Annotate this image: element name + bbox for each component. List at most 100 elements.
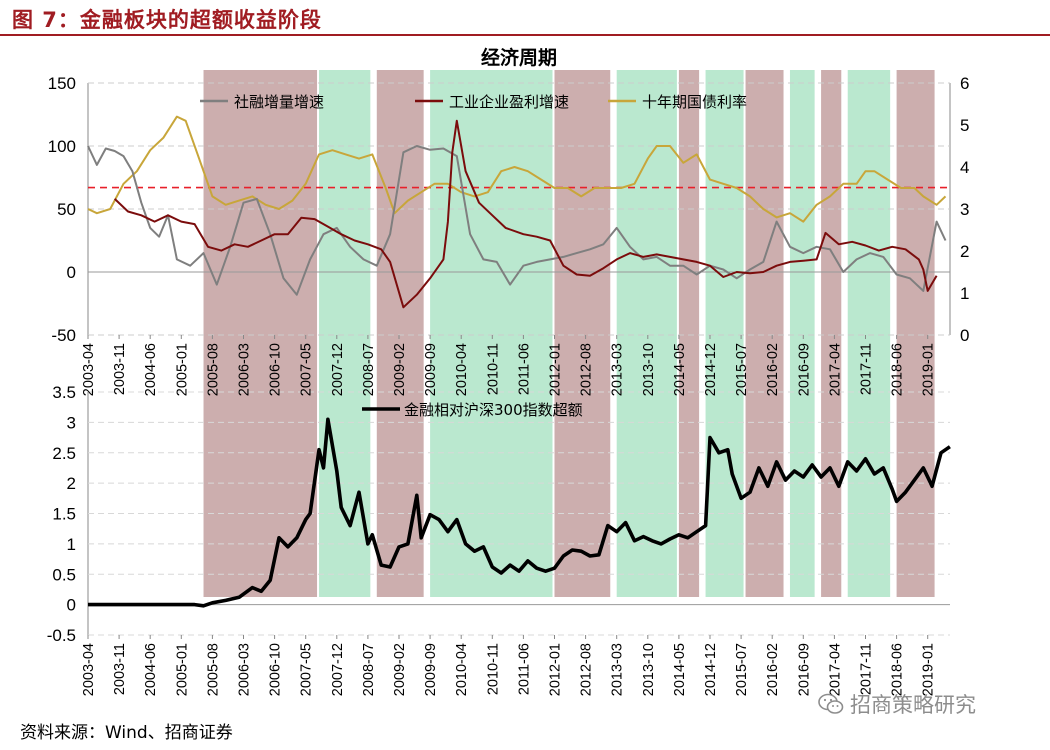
top-x-tick-label: 2019-01: [921, 343, 937, 396]
title-divider: [0, 34, 1050, 36]
bottom-x-tick-label: 2014-05: [672, 643, 688, 696]
bottom-x-tick-label: 2006-03: [237, 643, 253, 696]
top-x-tick-label: 2016-09: [796, 343, 812, 396]
top-x-tick-label: 2011-06: [516, 343, 532, 395]
source-note: 资料来源：Wind、招商证券: [20, 723, 233, 743]
bottom-x-tick-label: 2012-08: [579, 643, 595, 696]
bottom-x-tick-label: 2004-06: [143, 643, 159, 696]
bottom-x-tick-label: 2007-05: [299, 643, 315, 696]
bottom-x-tick-label: 2015-07: [734, 643, 750, 696]
bottom-y-tick-label: 0: [67, 596, 76, 615]
shaded-period-3: [430, 70, 553, 597]
bottom-x-tick-label: 2010-11: [485, 643, 501, 695]
legend-label-2: 十年期国债利率: [642, 93, 747, 111]
bottom-x-tick-label: 2009-02: [392, 643, 408, 696]
bottom-y-tick-label: 2.5: [52, 444, 76, 463]
top-x-tick-label: 2010-11: [485, 343, 501, 395]
top-x-tick-label: 2013-03: [610, 343, 626, 396]
top-left-tick-label: 100: [48, 137, 76, 156]
bottom-x-tick-label: 2005-01: [174, 643, 190, 696]
bottom-x-tick-label: 2005-08: [205, 643, 221, 696]
shaded-period-10: [821, 70, 842, 597]
wechat-icon: [818, 693, 844, 714]
legend-label-1: 工业企业盈利增速: [449, 93, 569, 111]
top-x-tick-label: 2005-01: [174, 343, 190, 396]
bottom-legend-label: 金融相对沪深300指数超额: [404, 401, 583, 419]
top-x-tick-label: 2003-04: [81, 343, 97, 396]
shaded-period-0: [203, 70, 318, 597]
top-x-tick-label: 2009-09: [423, 343, 439, 396]
top-x-tick-label: 2006-03: [237, 343, 253, 396]
shaded-period-9: [789, 70, 815, 597]
bottom-x-tick-label: 2017-04: [827, 643, 843, 696]
top-x-tick-label: 2017-04: [827, 343, 843, 396]
bottom-x-tick-label: 2014-12: [703, 643, 719, 696]
top-right-tick-label: 2: [960, 242, 969, 261]
shaded-period-7: [705, 70, 744, 597]
series-line-financial-excess: [88, 417, 951, 608]
bottom-y-tick-label: -0.5: [47, 626, 76, 645]
bottom-x-tick-label: 2010-04: [454, 643, 470, 696]
top-x-tick-label: 2013-10: [641, 343, 657, 396]
bottom-y-tick-label: 2: [67, 474, 76, 493]
top-right-tick-label: 3: [960, 200, 969, 219]
bottom-y-tick-label: 3: [67, 413, 76, 432]
bottom-x-tick-label: 2013-03: [610, 643, 626, 696]
bottom-x-tick-label: 2016-09: [796, 643, 812, 696]
bottom-y-tick-label: 1: [67, 535, 76, 554]
bottom-x-tick-label: 2003-11: [112, 643, 128, 695]
top-right-tick-label: 4: [960, 158, 969, 177]
chart-title: 经济周期: [481, 46, 557, 69]
bottom-y-tick-label: 1.5: [52, 505, 76, 524]
shaded-period-12: [896, 70, 935, 597]
shaded-period-5: [616, 70, 677, 597]
top-x-tick-label: 2007-12: [330, 343, 346, 396]
series-line-bond-yield: [87, 115, 947, 223]
top-x-tick-label: 2008-07: [361, 343, 377, 396]
series-line-social-financing: [87, 145, 947, 296]
top-x-tick-label: 2014-05: [672, 343, 688, 396]
bottom-y-tick-label: 0.5: [52, 565, 76, 584]
top-x-tick-label: 2018-06: [890, 343, 906, 396]
top-x-tick-label: 2014-12: [703, 343, 719, 396]
shaded-period-8: [745, 70, 784, 597]
bottom-x-tick-label: 2017-11: [859, 643, 875, 695]
watermark: 招商策略研究: [818, 689, 976, 719]
legend-label-0: 社融增量增速: [234, 93, 324, 111]
bottom-y-tick-label: 3.5: [52, 383, 76, 402]
bottom-x-tick-label: 2016-02: [765, 643, 781, 696]
top-x-tick-label: 2016-02: [765, 343, 781, 396]
bottom-x-tick-label: 2006-10: [268, 643, 284, 696]
top-left-tick-label: 0: [67, 263, 76, 282]
top-x-tick-label: 2009-02: [392, 343, 408, 396]
bottom-x-tick-label: 2008-07: [361, 643, 377, 696]
watermark-text: 招商策略研究: [850, 693, 976, 717]
top-right-tick-label: 1: [960, 284, 969, 303]
figure-title: 图 7：金融板块的超额收益阶段: [12, 8, 322, 32]
top-x-tick-label: 2012-08: [579, 343, 595, 396]
shaded-period-4: [554, 70, 611, 597]
bottom-x-tick-label: 2013-10: [641, 643, 657, 696]
top-x-tick-label: 2004-06: [143, 343, 159, 396]
top-left-tick-label: 50: [57, 200, 76, 219]
shaded-period-2: [376, 70, 424, 597]
bottom-x-tick-label: 2009-09: [423, 643, 439, 696]
shaded-period-6: [678, 70, 700, 597]
shaded-period-11: [847, 70, 891, 597]
top-right-tick-label: 5: [960, 116, 969, 135]
series-line-industrial-profit: [114, 119, 938, 309]
top-x-tick-label: 2006-10: [268, 343, 284, 396]
top-right-tick-label: 6: [960, 74, 969, 93]
bottom-x-tick-label: 2019-01: [921, 643, 937, 696]
bottom-x-tick-label: 2012-01: [548, 643, 564, 696]
top-x-tick-label: 2007-05: [299, 343, 315, 396]
bottom-x-tick-label: 2007-12: [330, 643, 346, 696]
bottom-x-tick-label: 2018-06: [890, 643, 906, 696]
bottom-x-tick-label: 2003-04: [81, 643, 97, 696]
top-x-tick-label: 2015-07: [734, 343, 750, 396]
top-x-tick-label: 2012-01: [548, 343, 564, 396]
top-left-tick-label: 150: [48, 74, 76, 93]
top-x-tick-label: 2017-11: [859, 343, 875, 395]
top-right-tick-label: 0: [960, 326, 969, 345]
